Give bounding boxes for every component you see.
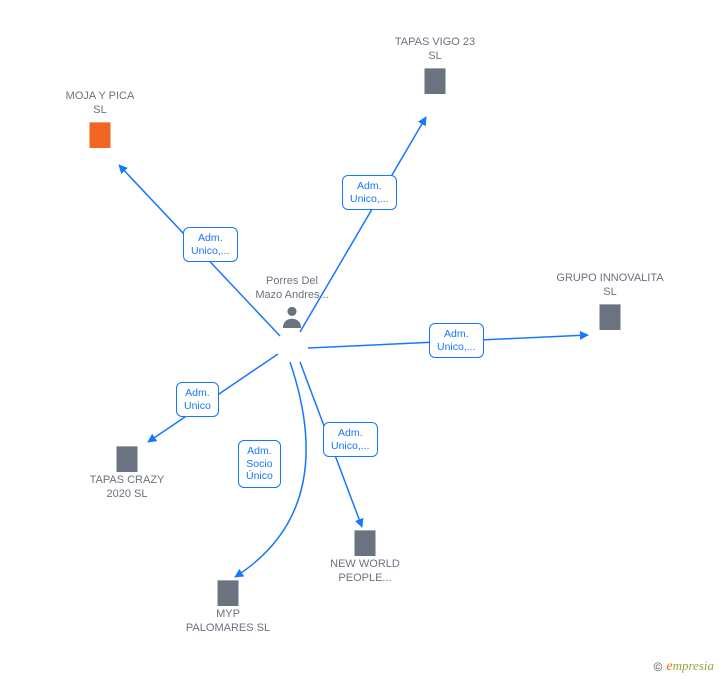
person-icon bbox=[281, 305, 303, 331]
node-innovalita[interactable]: GRUPO INNOVALITA SL bbox=[555, 272, 665, 330]
copyright-rest: mpresia bbox=[673, 658, 714, 673]
building-icon bbox=[113, 444, 141, 472]
building-icon bbox=[214, 578, 242, 606]
node-moja[interactable]: MOJA Y PICA SL bbox=[60, 90, 140, 148]
node-tapascrazy-label: TAPAS CRAZY 2020 SL bbox=[82, 474, 172, 502]
node-tapasvigo-label: TAPAS VIGO 23 SL bbox=[390, 36, 480, 64]
edge-label-innovalita: Adm. Unico,... bbox=[429, 323, 484, 358]
copyright: © empresia bbox=[654, 658, 714, 675]
building-icon bbox=[351, 528, 379, 556]
building-icon bbox=[421, 66, 449, 94]
edge-label-newworld: Adm. Unico,... bbox=[323, 422, 378, 457]
edge-label-tapasvigo: Adm. Unico,... bbox=[342, 175, 397, 210]
edge-label-myp: Adm. Socio Único bbox=[238, 440, 281, 488]
node-myp-label: MYP PALOMARES SL bbox=[183, 608, 273, 636]
building-icon bbox=[86, 120, 114, 148]
node-person-label: Porres Del Mazo Andres... bbox=[252, 275, 332, 303]
edge-label-moja: Adm. Unico,... bbox=[183, 227, 238, 262]
node-newworld[interactable]: NEW WORLD PEOPLE... bbox=[325, 528, 405, 586]
network-diagram: Porres Del Mazo Andres... MOJA Y PICA SL… bbox=[0, 0, 728, 685]
node-tapasvigo[interactable]: TAPAS VIGO 23 SL bbox=[390, 36, 480, 94]
node-newworld-label: NEW WORLD PEOPLE... bbox=[325, 558, 405, 586]
node-moja-label: MOJA Y PICA SL bbox=[60, 90, 140, 118]
node-innovalita-label: GRUPO INNOVALITA SL bbox=[555, 272, 665, 300]
node-tapascrazy[interactable]: TAPAS CRAZY 2020 SL bbox=[82, 444, 172, 502]
building-icon bbox=[596, 302, 624, 330]
node-person[interactable]: Porres Del Mazo Andres... bbox=[252, 275, 332, 331]
copyright-symbol: © bbox=[654, 660, 663, 674]
node-myp[interactable]: MYP PALOMARES SL bbox=[183, 578, 273, 636]
edge-label-tapascrazy: Adm. Unico bbox=[176, 382, 219, 417]
